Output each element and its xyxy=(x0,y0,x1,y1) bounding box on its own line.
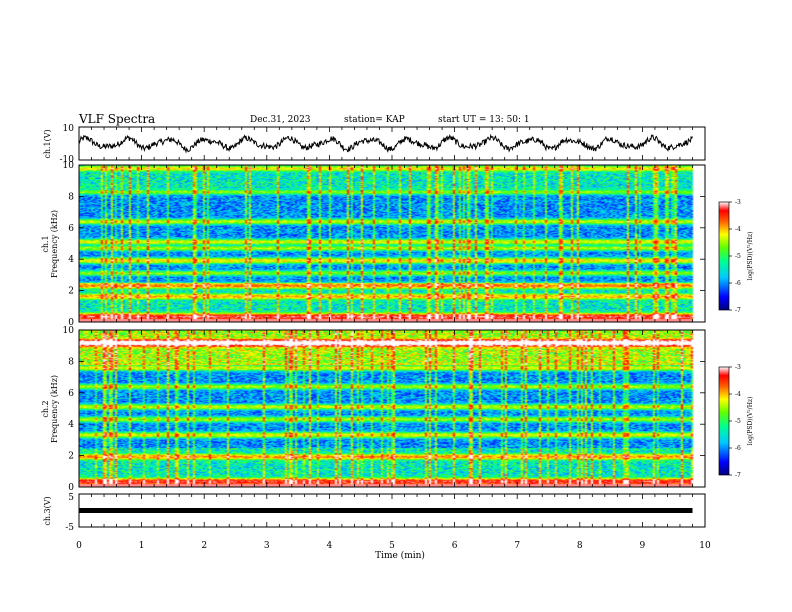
x-tick-label: 5 xyxy=(389,541,395,551)
colorbar-tick-label: -3 xyxy=(735,199,741,206)
chart-title: VLF Spectra xyxy=(78,112,155,126)
colorbar-tick-label: -6 xyxy=(735,445,741,452)
y-tick-label: 4 xyxy=(68,420,74,430)
ch1-voltage-ylabel: ch.1(V) xyxy=(43,129,52,158)
colorbar-tick-label: -5 xyxy=(735,418,741,425)
date-label: Dec.31, 2023 xyxy=(250,115,311,125)
ch2-ylabel-frequency: Frequency (kHz) xyxy=(50,375,59,443)
ch1-spectrogram-image xyxy=(79,165,705,322)
x-tick-label: 7 xyxy=(514,541,520,551)
ch1-colorbar-label: log(PSD)(V²/Hz) xyxy=(747,232,754,281)
y-tick-label: 10 xyxy=(63,161,75,171)
colorbar-tick-label: -4 xyxy=(735,391,741,398)
colorbar-tick-label: -4 xyxy=(735,226,741,233)
ch1-colorbar: -3 -4 -5 -6 -7 log(PSD)(V²/Hz) xyxy=(718,199,754,314)
x-tick-label: 0 xyxy=(76,541,82,551)
x-tick-label: 1 xyxy=(139,541,145,551)
ch1-ytick-bottom: -10 xyxy=(60,155,75,165)
y-tick-label: 0 xyxy=(68,483,74,493)
colorbar-tick-label: -5 xyxy=(735,253,741,260)
ch1-voltage-trace xyxy=(78,133,693,154)
x-tick-label: 10 xyxy=(699,541,711,551)
station-label: station= KAP xyxy=(344,115,405,125)
y-tick-label: 0 xyxy=(68,318,74,328)
y-tick-label: 4 xyxy=(68,255,74,265)
svg-text:ch.1: ch.1 xyxy=(41,235,50,252)
y-tick-label: 8 xyxy=(68,192,74,202)
ch2-frequency-ticks: 0 2 4 6 8 10 xyxy=(63,326,705,493)
ch2-colorbar: -3 -4 -5 -6 -7 log(PSD)(V²/Hz) xyxy=(718,364,754,479)
x-tick-label: 9 xyxy=(640,541,646,551)
x-axis-label: Time (min) xyxy=(375,550,425,561)
colorbar-tick-label: -7 xyxy=(735,472,741,479)
ch1-voltage-panel: 10 -10 ch.1(V) xyxy=(43,124,706,165)
ch3-voltage-panel: 5 -5 ch.3(V) xyxy=(43,493,706,533)
y-tick-label: 6 xyxy=(68,224,74,234)
ch1-ytick-top: 10 xyxy=(63,124,75,134)
colorbar-tick-label: -6 xyxy=(735,280,741,287)
y-tick-label: 2 xyxy=(68,452,74,462)
ch3-voltage-trace xyxy=(79,508,693,513)
y-tick-label: 10 xyxy=(63,326,75,336)
ch1-ylabel-channel: ch.1 xyxy=(41,235,50,252)
ch2-colorbar-gradient xyxy=(718,366,730,476)
ch3-ytick-top: 5 xyxy=(68,493,74,503)
ch1-ylabel-frequency: Frequency (kHz) xyxy=(50,210,59,278)
x-tick-label: 3 xyxy=(264,541,270,551)
y-tick-label: 8 xyxy=(68,357,74,367)
start-time-label: start UT = 13: 50: 1 xyxy=(438,115,530,125)
ch2-colorbar-ticks: -3 -4 -5 -6 -7 xyxy=(729,364,741,479)
x-tick-label: 2 xyxy=(201,541,207,551)
colorbar-tick-label: -3 xyxy=(735,364,741,371)
ch2-spectrogram-image xyxy=(79,330,705,487)
x-tick-label: 6 xyxy=(452,541,458,551)
ch1-colorbar-ticks: -3 -4 -5 -6 -7 xyxy=(729,199,741,314)
colorbar-tick-label: -7 xyxy=(735,307,741,314)
ch1-spectrogram-panel: 0 2 4 6 8 10 ch.1 Frequency (kHz) xyxy=(41,161,706,328)
ch2-spectrogram-panel: 0 2 4 6 8 10 ch.2 Frequency (kHz) xyxy=(41,326,706,493)
x-tick-label: 4 xyxy=(327,541,333,551)
x-tick-label: 8 xyxy=(577,541,583,551)
ch3-voltage-ylabel: ch.3(V) xyxy=(43,496,52,525)
y-tick-label: 6 xyxy=(68,389,74,399)
ch2-colorbar-label: log(PSD)(V²/Hz) xyxy=(747,397,754,446)
ch2-ylabel-channel: ch.2 xyxy=(41,400,50,417)
ch1-frequency-ticks: 0 2 4 6 8 10 xyxy=(63,161,705,328)
ch1-colorbar-gradient xyxy=(718,201,730,311)
ch3-ytick-bottom: -5 xyxy=(65,523,74,533)
y-tick-label: 2 xyxy=(68,287,74,297)
x-axis-tick-labels: 0 1 2 3 4 5 6 7 8 9 10 xyxy=(76,541,711,551)
